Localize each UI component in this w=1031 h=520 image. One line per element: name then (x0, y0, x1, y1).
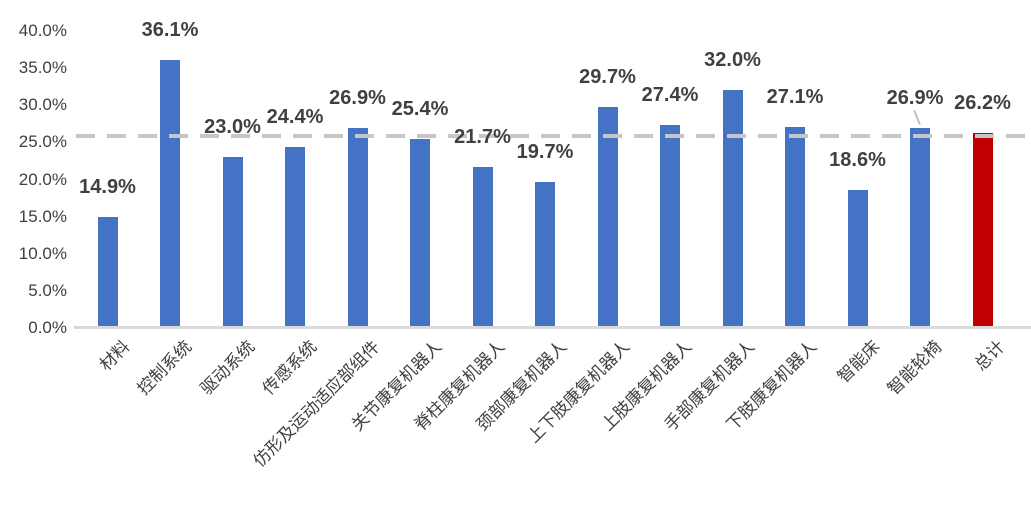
bar-value-label: 26.2% (954, 92, 1011, 115)
y-axis-tick-label: 5.0% (28, 280, 67, 300)
bar-category-12 (847, 189, 868, 327)
bar-category-5 (410, 139, 430, 327)
bar-value-label: 26.9% (886, 87, 944, 110)
bar-category-13 (910, 128, 930, 327)
bar-value-label: 24.4% (266, 105, 324, 128)
y-axis-tick-label: 35.0% (18, 58, 67, 78)
bar-value-label: 32.0% (704, 49, 761, 72)
x-axis-label-1: 控制系统 (133, 337, 196, 399)
bar-total (972, 133, 993, 327)
bar-category-8 (597, 107, 618, 327)
bar-value-label: 18.6% (829, 148, 886, 171)
average-reference-line (76, 133, 1028, 138)
bar-category-4 (347, 128, 368, 327)
bar-category-7 (535, 181, 555, 327)
bar-value-label: 27.4% (641, 83, 699, 106)
x-axis-label-4: 仿形及运动适应部组件 (249, 337, 383, 471)
bar-value-label: 14.9% (79, 176, 136, 199)
bar-value-label: 25.4% (391, 98, 449, 121)
bar-category-0 (97, 217, 118, 327)
x-axis-label-0: 材料 (95, 337, 133, 375)
y-axis-tick-label: 0.0% (28, 318, 67, 337)
x-axis-label-2: 驱动系统 (196, 337, 258, 399)
x-axis-label-14: 总计 (970, 337, 1008, 375)
x-axis-line (74, 326, 1031, 329)
bar-category-10 (722, 90, 743, 327)
y-axis-tick-label: 10.0% (18, 243, 67, 263)
y-axis-tick-label: 30.0% (18, 95, 67, 115)
bar-value-label: 21.7% (454, 125, 511, 148)
bar-value-label: 29.7% (579, 66, 636, 89)
x-axis-label-3: 传感系统 (258, 337, 321, 399)
x-axis-label-13: 智能轮椅 (883, 337, 946, 399)
y-axis-tick-label: 20.0% (18, 169, 67, 189)
bar-category-9 (660, 124, 680, 327)
bar-value-label: 26.9% (329, 87, 386, 110)
bar-category-2 (222, 157, 243, 327)
x-axis-label-12: 智能床 (833, 337, 883, 387)
y-axis-tick-label: 25.0% (18, 132, 67, 152)
bar-category-6 (472, 166, 493, 327)
bar-category-3 (285, 146, 305, 327)
label-leader-line (913, 110, 921, 126)
bar-value-label: 19.7% (516, 140, 574, 163)
bar-category-11 (785, 126, 805, 327)
bar-value-label: 36.1% (141, 18, 199, 41)
y-axis-tick-label: 40.0% (18, 21, 67, 40)
bar-value-label: 23.0% (204, 116, 261, 139)
bar-category-1 (160, 59, 180, 327)
y-axis-tick-label: 15.0% (18, 206, 67, 226)
bar-value-label: 27.1% (766, 85, 824, 108)
